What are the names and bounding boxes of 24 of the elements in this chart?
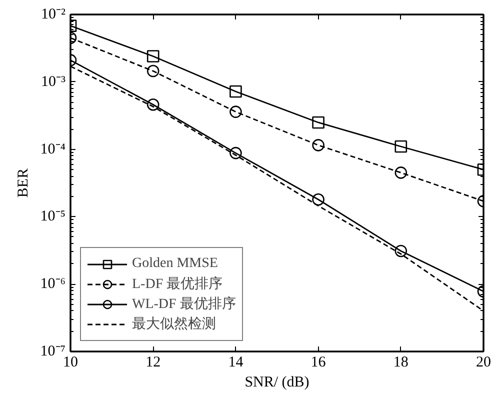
- x-tick-label: 10: [63, 354, 78, 370]
- y-axis-title: BER: [15, 168, 32, 198]
- point: [312, 116, 324, 129]
- y-tick-label: 10⁻⁵: [40, 208, 66, 225]
- point: [312, 139, 324, 152]
- point: [312, 193, 324, 206]
- point: [230, 85, 242, 98]
- point: [230, 146, 242, 160]
- x-tick-label: 20: [476, 354, 491, 370]
- legend-label: L-DF 最优排序: [132, 275, 223, 293]
- x-tick-label: 18: [393, 354, 408, 370]
- x-tick-label: 16: [310, 354, 326, 370]
- y-tick-label: 10⁻³: [41, 74, 66, 90]
- x-tick-label: 12: [146, 354, 161, 370]
- x-tick-label: 14: [228, 354, 244, 370]
- legend-label: Golden MMSE: [132, 256, 218, 272]
- legend-label: 最大似然检测: [132, 316, 216, 333]
- y-tick-label: 10⁻⁴: [40, 141, 66, 158]
- y-tick-label: 10⁻⁷: [40, 344, 66, 360]
- point: [230, 106, 242, 118]
- x-axis-title: SNR/ (dB): [244, 374, 310, 390]
- legend-label: WL-DF 最优排序: [132, 295, 236, 313]
- y-tick-label: 10⁻⁶: [40, 276, 66, 292]
- y-tick-label: 10⁻²: [41, 6, 66, 22]
